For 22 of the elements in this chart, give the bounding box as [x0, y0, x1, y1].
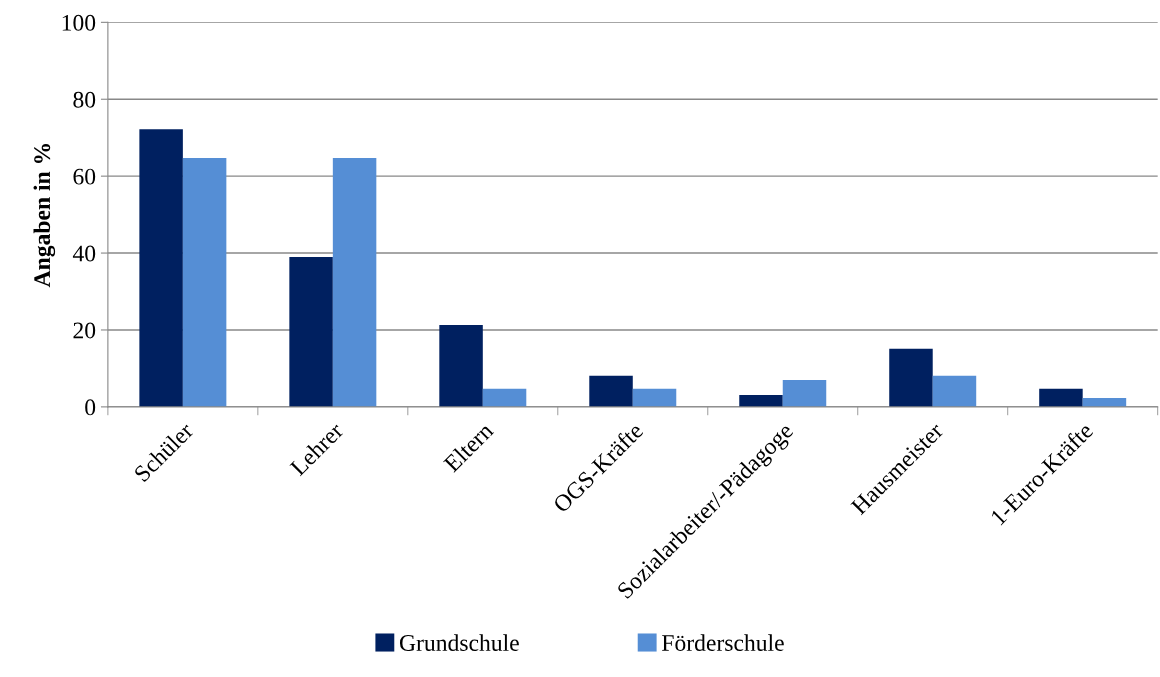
legend-label: Förderschule: [662, 634, 784, 651]
bar: [332, 158, 377, 407]
bar: [632, 388, 677, 407]
bar: [1039, 388, 1083, 407]
bar: [739, 394, 783, 407]
bar: [782, 379, 827, 407]
bar: [889, 348, 933, 407]
bar: [482, 388, 527, 407]
bar: [182, 158, 227, 407]
bar: [439, 324, 483, 407]
bar: [932, 375, 977, 407]
y-axis-title: Angaben in %: [33, 144, 56, 288]
y-tick-label: 100: [62, 14, 96, 31]
y-tick-label: 0: [85, 399, 96, 416]
y-tick-label: 20: [73, 322, 96, 339]
y-tick-label: 40: [72, 245, 96, 262]
bar: [289, 256, 333, 407]
bar: [139, 129, 183, 407]
y-tick-label: 80: [73, 91, 96, 108]
y-tick-label: 60: [73, 168, 96, 185]
bar: [589, 375, 633, 407]
legend-label: Grundschule: [399, 634, 519, 651]
